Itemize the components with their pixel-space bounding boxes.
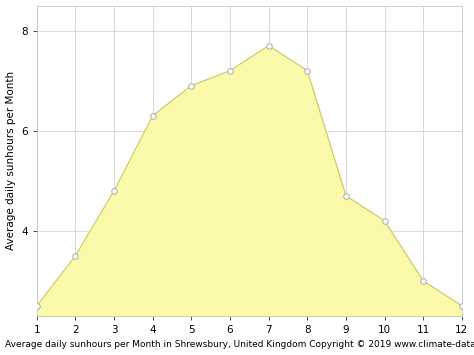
Y-axis label: Average daily sunhours per Month: Average daily sunhours per Month xyxy=(6,71,16,250)
X-axis label: Average daily sunhours per Month in Shrewsbury, United Kingdom Copyright © 2019 : Average daily sunhours per Month in Shre… xyxy=(5,340,474,349)
